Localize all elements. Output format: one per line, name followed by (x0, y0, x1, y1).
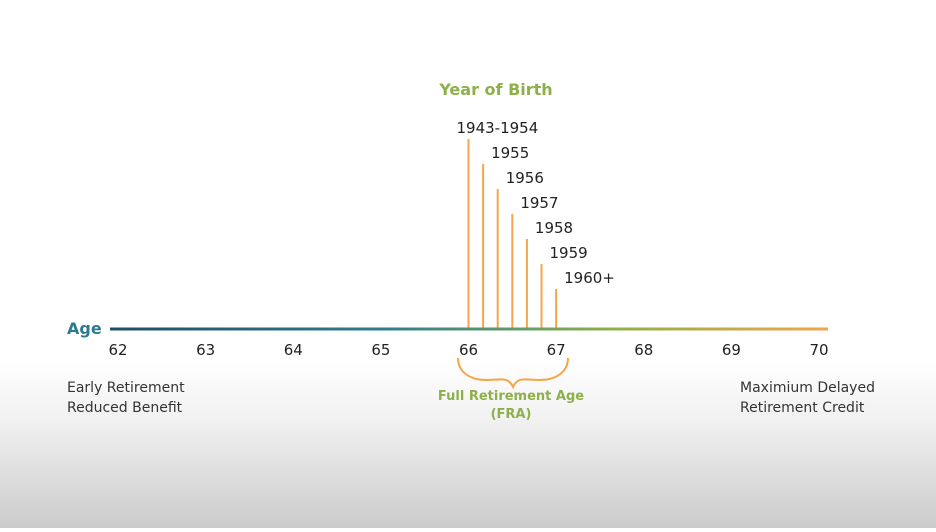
birth-year-label: 1956 (506, 169, 544, 187)
left-note-line2: Reduced Benefit (67, 400, 183, 416)
birth-year-label: 1960+ (564, 269, 615, 287)
fra-brace-icon (457, 357, 569, 390)
birth-year-label: 1943-1954 (457, 119, 539, 137)
birth-year-label: 1959 (550, 244, 588, 262)
diagram-title: Year of Birth (438, 80, 552, 99)
birth-year-label: 1957 (520, 194, 558, 212)
age-tick-label: 70 (809, 341, 828, 359)
age-tick-label: 66 (459, 341, 478, 359)
age-tick-label: 63 (196, 341, 215, 359)
birth-year-markers: 1943-1954 1955 1956 1957 1958 1959 1960+ (457, 119, 615, 328)
axis-label: Age (67, 319, 102, 338)
age-tick-label: 64 (284, 341, 303, 359)
right-note-line1: Maximium Delayed (740, 380, 875, 396)
age-tick-labels: 62 63 64 65 66 67 68 69 70 (108, 341, 828, 359)
age-tick-label: 67 (547, 341, 566, 359)
fra-label-line1: Full Retirement Age (438, 389, 584, 404)
age-tick-label: 62 (108, 341, 127, 359)
fra-label-line2: (FRA) (491, 407, 532, 422)
birth-year-label: 1955 (491, 144, 529, 162)
birth-year-label: 1958 (535, 219, 573, 237)
age-tick-label: 69 (722, 341, 741, 359)
left-note-line1: Early Retirement (67, 380, 185, 396)
age-tick-label: 65 (371, 341, 390, 359)
right-note-line2: Retirement Credit (740, 400, 865, 416)
age-tick-label: 68 (634, 341, 653, 359)
